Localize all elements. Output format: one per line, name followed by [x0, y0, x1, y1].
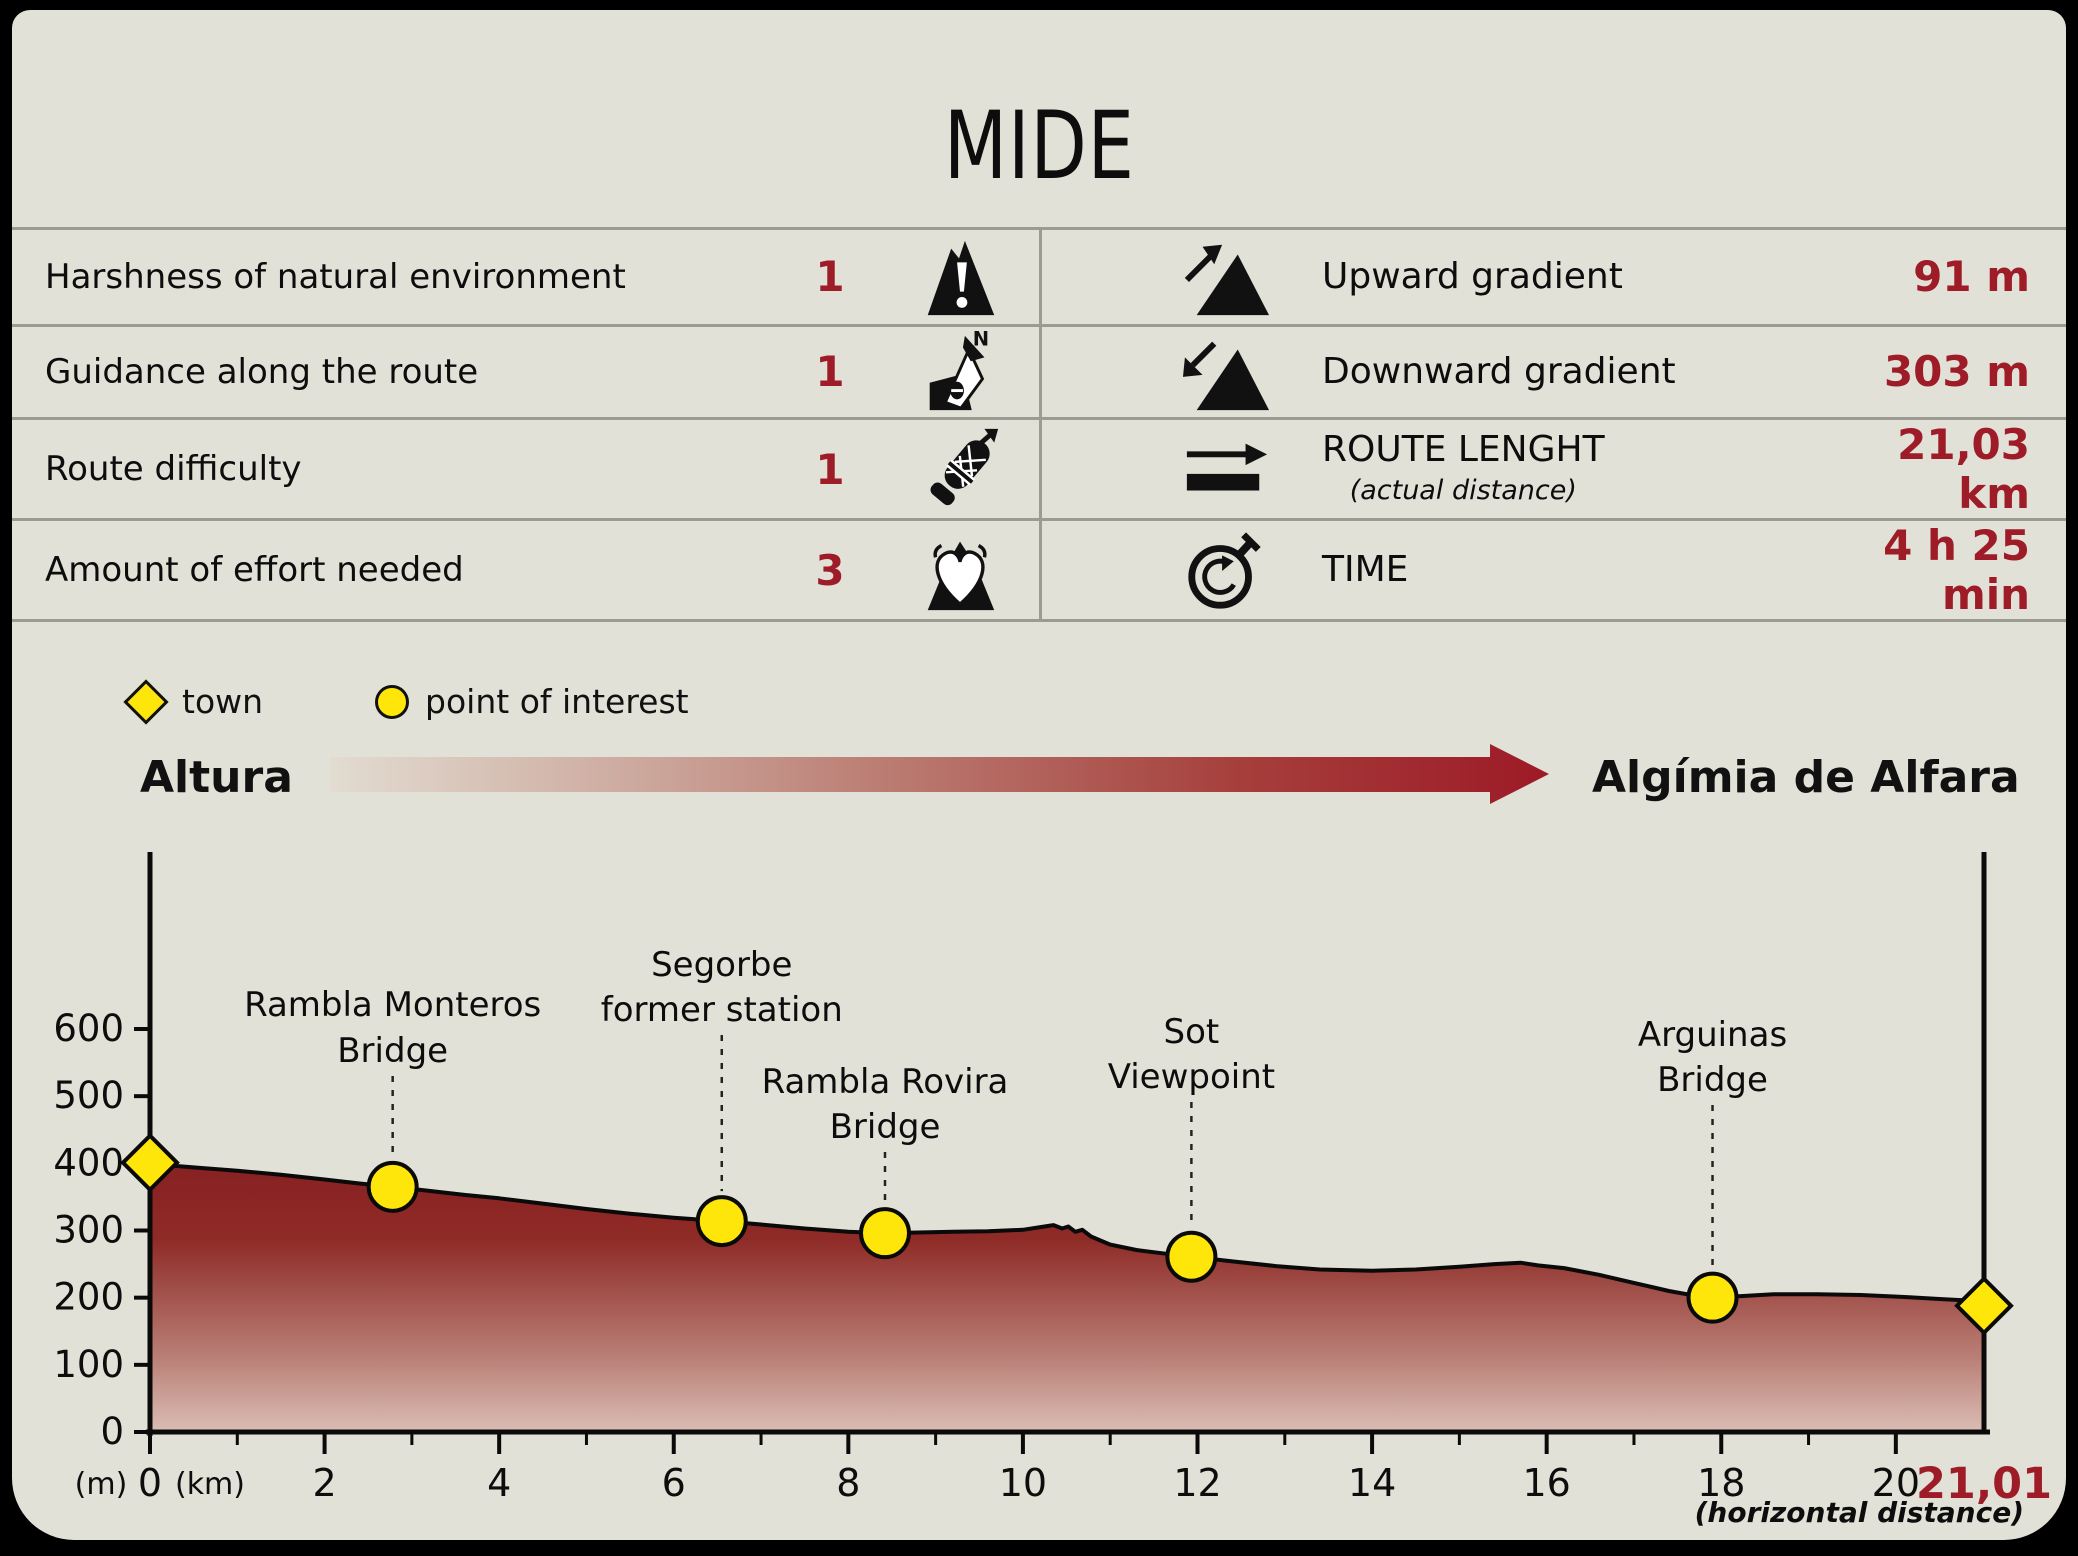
- downward-gradient-icon: [1166, 328, 1286, 416]
- table-column-divider: [1039, 230, 1042, 619]
- downward-gradient-value: 303 m: [1883, 347, 2030, 397]
- route-end-name: Algímia de Alfara: [1592, 752, 2020, 803]
- route-length-label: ROUTE LENGHT (actual distance): [1322, 429, 1605, 506]
- difficulty-score: 1: [815, 444, 845, 494]
- boot-icon: [900, 425, 1020, 513]
- downward-gradient-label: Downward gradient: [1322, 350, 1676, 392]
- table-row: Guidance along the route 1 N: [12, 323, 2066, 418]
- compass-icon: N: [900, 328, 1020, 416]
- mide-table: Harshness of natural environment 1 Upwar…: [12, 227, 2066, 622]
- upward-gradient-value: 91 m: [1913, 252, 2030, 302]
- route-start-name: Altura: [140, 752, 293, 803]
- effort-score: 3: [815, 545, 845, 595]
- route-length-value: 21,03 km: [1897, 420, 2030, 518]
- upward-gradient-icon: [1166, 233, 1286, 321]
- table-row: Harshness of natural environment 1 Upwar…: [12, 230, 2066, 324]
- time-label: TIME: [1322, 549, 1409, 591]
- harshness-label: Harshness of natural environment: [45, 256, 626, 297]
- poi-marker-icon: [375, 684, 410, 719]
- harshness-score: 1: [815, 252, 845, 302]
- town-marker-icon: [123, 678, 169, 725]
- guidance-label: Guidance along the route: [45, 351, 479, 392]
- route-length-icon: [1166, 425, 1286, 513]
- legend-town-label: town: [182, 682, 264, 721]
- effort-label: Amount of effort needed: [45, 550, 464, 590]
- upward-gradient-label: Upward gradient: [1322, 255, 1623, 297]
- heart-effort-icon: [900, 526, 1020, 614]
- svg-text:N: N: [973, 328, 989, 351]
- legend: town point of interest: [123, 678, 689, 725]
- route-length-sublabel: (actual distance): [1349, 475, 1577, 506]
- guidance-score: 1: [815, 347, 845, 397]
- stopwatch-icon: [1166, 526, 1286, 614]
- legend-poi-label: point of interest: [425, 682, 689, 721]
- time-value: 4 h 25 min: [1883, 521, 2030, 619]
- page-title: MIDE: [943, 92, 1135, 201]
- difficulty-label: Route difficulty: [45, 449, 302, 489]
- mountain-warning-icon: [900, 233, 1020, 321]
